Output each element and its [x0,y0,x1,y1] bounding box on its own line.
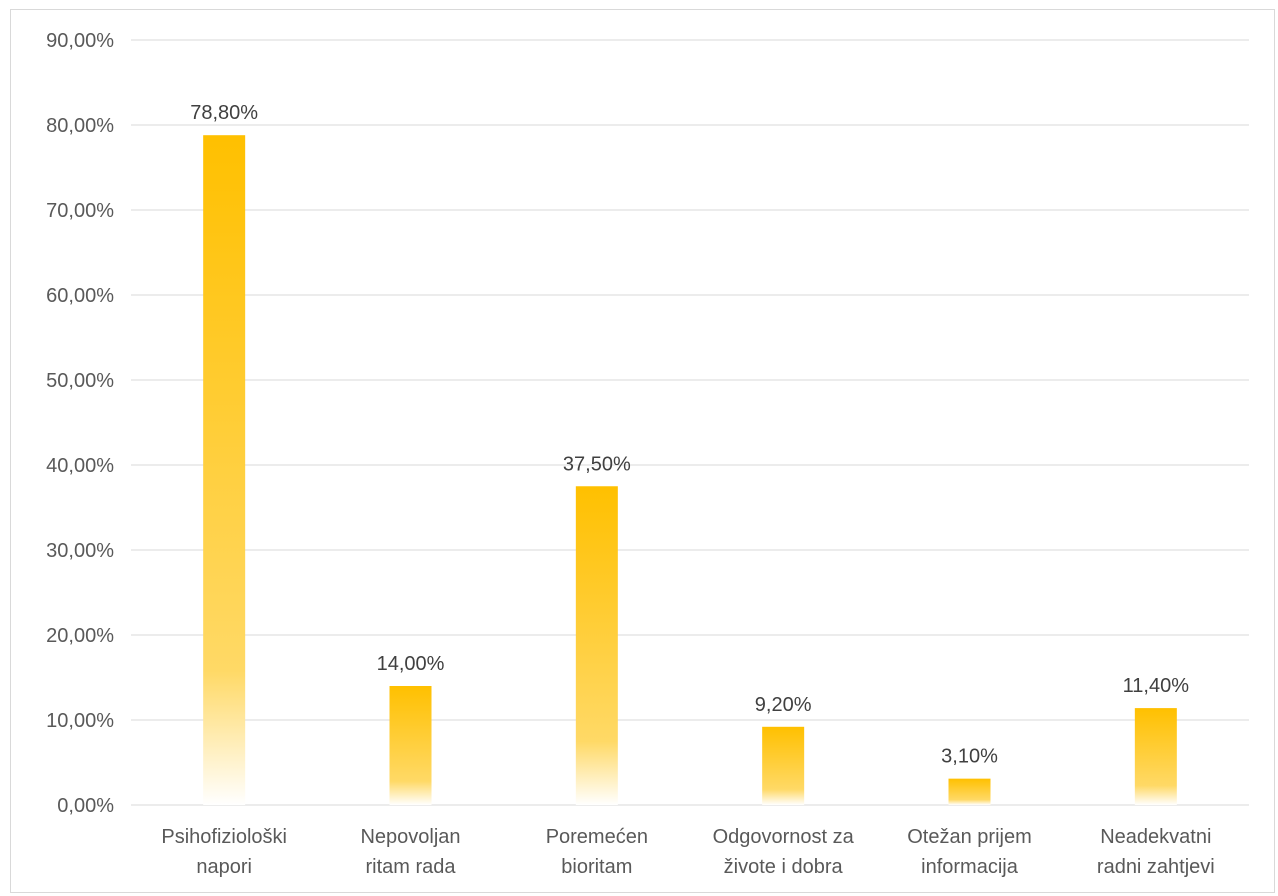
data-label: 78,80% [190,102,258,124]
x-tick-label: Odgovornost za [713,826,855,848]
x-axis: Psihofiziološki napori Nepovoljan ritam rad… [161,826,1214,878]
y-tick-label: 90,00% [46,30,114,52]
bar [762,726,805,805]
bar [1134,708,1177,805]
y-tick-label: 80,00% [46,115,114,137]
bar [203,135,246,805]
data-label: 9,20% [755,694,812,716]
x-tick-label: ritam rada [365,856,456,878]
x-tick-label: Nepovoljan [360,826,460,848]
y-tick-label: 30,00% [46,540,114,562]
x-tick-label: Poremećen [546,826,648,848]
x-tick-label: informacija [921,856,1019,878]
bars [203,135,1177,805]
y-tick-label: 0,00% [57,795,114,817]
data-label: 37,50% [563,453,631,475]
x-tick-label: Psihofiziološki [161,826,287,848]
y-tick-label: 70,00% [46,200,114,222]
y-tick-label: 10,00% [46,710,114,732]
y-tick-label: 40,00% [46,455,114,477]
x-tick-label: radni zahtjevi [1097,856,1215,878]
y-tick-label: 20,00% [46,625,114,647]
y-tick-label: 50,00% [46,370,114,392]
gridlines [131,39,1249,806]
x-tick-label: Otežan prijem [907,826,1032,848]
x-tick-label: napori [196,856,252,878]
data-label: 3,10% [941,746,998,768]
x-tick-label: bioritam [561,856,632,878]
x-tick-label: Neadekvatni [1100,826,1211,848]
bar [389,686,432,805]
data-label: 11,40% [1123,675,1190,697]
data-labels: 78,80% 14,00% 37,50% 9,20% 3,10% 11,40% [190,102,1189,767]
bar [948,778,991,805]
y-tick-label: 60,00% [46,285,114,307]
y-axis: 0,00% 10,00% 20,00% 30,00% 40,00% 50,00% 60,00… [46,30,114,817]
data-label: 14,00% [377,653,445,675]
bar [575,486,618,805]
x-tick-label: živote i dobra [724,856,844,878]
